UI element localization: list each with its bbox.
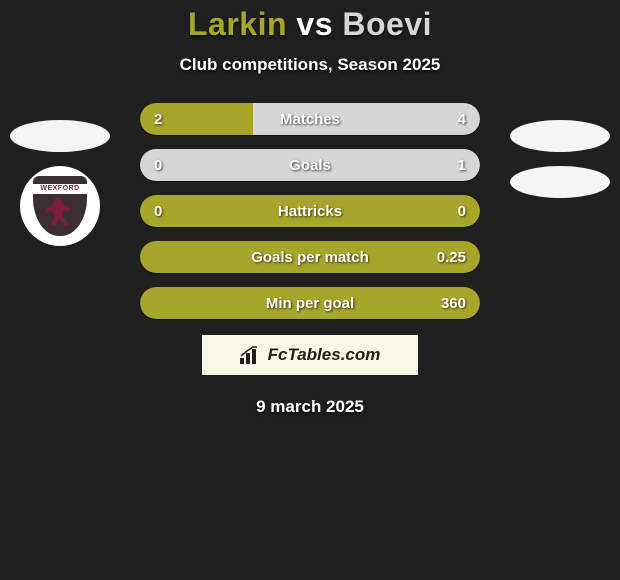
stat-label: Goals per match <box>140 249 480 266</box>
player2-club-flag <box>510 166 610 198</box>
stat-bar: Goals per match0.25 <box>140 241 480 273</box>
right-badges <box>510 120 610 198</box>
stat-right-value: 4 <box>458 111 466 128</box>
stat-right-value: 0 <box>458 203 466 220</box>
subtitle: Club competitions, Season 2025 <box>0 55 620 75</box>
stat-right-value: 0.25 <box>437 249 466 266</box>
date-text: 9 march 2025 <box>0 397 620 417</box>
bar-chart-icon <box>240 346 262 364</box>
fctables-logo[interactable]: FcTables.com <box>202 335 418 375</box>
logo-text: FcTables.com <box>268 345 381 365</box>
runner-icon <box>45 198 71 226</box>
stat-bar: 2Matches4 <box>140 103 480 135</box>
vs-text: vs <box>296 6 333 42</box>
player2-name: Boevi <box>342 6 432 42</box>
stat-right-value: 1 <box>458 157 466 174</box>
left-badges: WEXFORD <box>10 120 110 246</box>
stat-bar: 0Goals1 <box>140 149 480 181</box>
player1-flag <box>10 120 110 152</box>
player1-name: Larkin <box>188 6 287 42</box>
stat-label: Matches <box>140 111 480 128</box>
stat-label: Min per goal <box>140 295 480 312</box>
player2-flag <box>510 120 610 152</box>
stat-bar: 0Hattricks0 <box>140 195 480 227</box>
player1-club-badge: WEXFORD <box>20 166 100 246</box>
stat-label: Goals <box>140 157 480 174</box>
stat-bar: Min per goal360 <box>140 287 480 319</box>
stat-label: Hattricks <box>140 203 480 220</box>
page-title: Larkin vs Boevi <box>0 6 620 43</box>
stats-bars: 2Matches40Goals10Hattricks0Goals per mat… <box>140 103 480 319</box>
shield-icon: WEXFORD <box>31 174 89 238</box>
stat-right-value: 360 <box>441 295 466 312</box>
club-name-band: WEXFORD <box>33 184 87 194</box>
comparison-card: Larkin vs Boevi Club competitions, Seaso… <box>0 0 620 417</box>
